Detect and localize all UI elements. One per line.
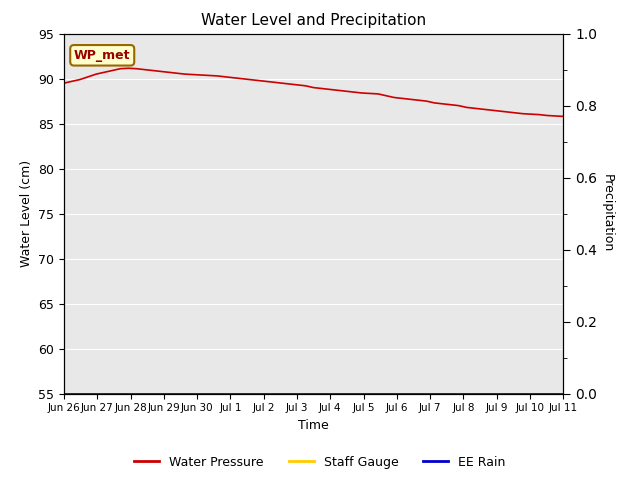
Y-axis label: Water Level (cm): Water Level (cm) (20, 160, 33, 267)
Staff Gauge (526, 391, 534, 396)
EE Rain (526, 391, 534, 396)
Staff Gauge (460, 391, 467, 396)
EE Rain (127, 391, 134, 396)
Legend: Water Pressure, Staff Gauge, EE Rain: Water Pressure, Staff Gauge, EE Rain (129, 451, 511, 474)
EE Rain (60, 391, 68, 396)
EE Rain (493, 391, 500, 396)
Staff Gauge (260, 391, 268, 396)
Title: Water Level and Precipitation: Water Level and Precipitation (201, 13, 426, 28)
EE Rain (260, 391, 268, 396)
Staff Gauge (393, 391, 401, 396)
Staff Gauge (227, 391, 234, 396)
Water Pressure (221, 74, 229, 80)
Water Pressure (60, 80, 68, 86)
Staff Gauge (360, 391, 367, 396)
EE Rain (393, 391, 401, 396)
EE Rain (326, 391, 334, 396)
Water Pressure (125, 65, 132, 71)
Staff Gauge (326, 391, 334, 396)
EE Rain (559, 391, 567, 396)
Staff Gauge (426, 391, 434, 396)
Water Pressure (415, 97, 422, 103)
Line: Water Pressure: Water Pressure (64, 68, 563, 117)
EE Rain (293, 391, 301, 396)
Text: WP_met: WP_met (74, 49, 131, 62)
Water Pressure (205, 72, 212, 78)
Water Pressure (318, 85, 326, 91)
Water Pressure (551, 113, 559, 119)
Water Pressure (301, 83, 309, 89)
Staff Gauge (60, 391, 68, 396)
Y-axis label: Precipitation: Precipitation (601, 174, 614, 253)
X-axis label: Time: Time (298, 419, 329, 432)
Staff Gauge (160, 391, 168, 396)
EE Rain (193, 391, 201, 396)
Staff Gauge (93, 391, 101, 396)
EE Rain (93, 391, 101, 396)
Water Pressure (559, 114, 567, 120)
EE Rain (460, 391, 467, 396)
Staff Gauge (193, 391, 201, 396)
Staff Gauge (293, 391, 301, 396)
Staff Gauge (127, 391, 134, 396)
Staff Gauge (559, 391, 567, 396)
EE Rain (160, 391, 168, 396)
EE Rain (227, 391, 234, 396)
EE Rain (360, 391, 367, 396)
EE Rain (426, 391, 434, 396)
Staff Gauge (493, 391, 500, 396)
